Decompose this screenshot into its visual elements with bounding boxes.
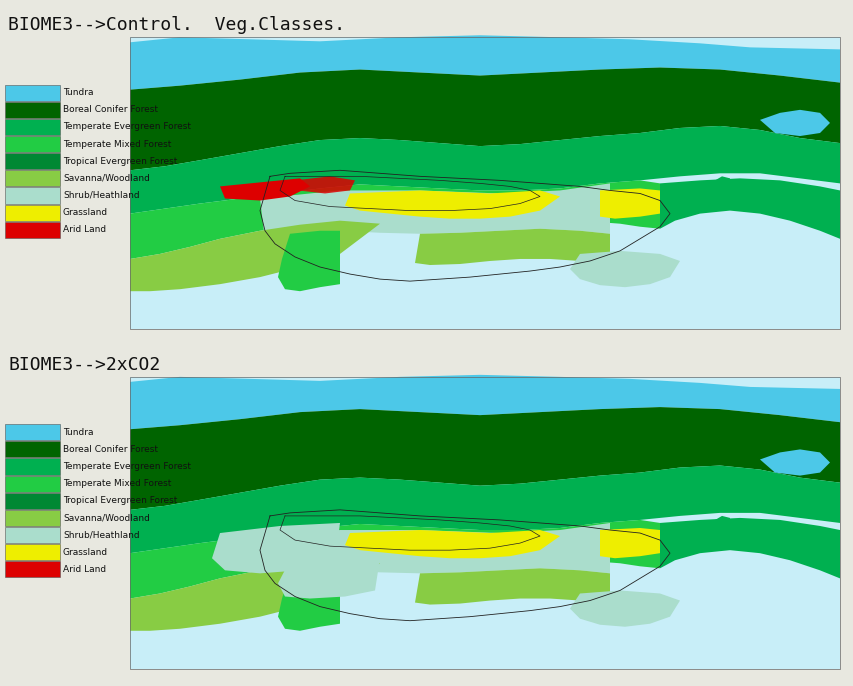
Polygon shape <box>130 375 839 429</box>
Bar <box>5 102 60 118</box>
Bar <box>5 222 60 238</box>
Bar <box>5 153 60 169</box>
Bar <box>5 84 60 101</box>
Text: Shrub/Heathland: Shrub/Heathland <box>63 191 139 200</box>
Text: Tropical Evergreen Forest: Tropical Evergreen Forest <box>63 156 177 166</box>
Polygon shape <box>278 230 339 291</box>
Polygon shape <box>345 530 560 558</box>
Polygon shape <box>415 228 609 265</box>
Polygon shape <box>130 221 380 291</box>
Text: Grassland: Grassland <box>63 547 108 556</box>
Text: Tropical Evergreen Forest: Tropical Evergreen Forest <box>63 496 177 506</box>
Polygon shape <box>659 178 839 239</box>
Bar <box>130 37 839 329</box>
Bar <box>130 377 839 669</box>
Bar <box>5 170 60 187</box>
Bar <box>5 441 60 458</box>
Polygon shape <box>600 528 659 558</box>
Polygon shape <box>709 176 729 211</box>
Bar <box>130 377 839 669</box>
Bar <box>5 136 60 152</box>
Bar <box>5 527 60 543</box>
Text: Arid Land: Arid Land <box>63 565 106 573</box>
Polygon shape <box>759 449 829 475</box>
Bar <box>5 458 60 475</box>
Polygon shape <box>130 180 659 259</box>
Bar <box>5 475 60 492</box>
Text: Savanna/Woodland: Savanna/Woodland <box>63 513 149 523</box>
Text: Tundra: Tundra <box>63 88 93 97</box>
Polygon shape <box>130 560 380 630</box>
Polygon shape <box>259 183 609 241</box>
Text: Shrub/Heathland: Shrub/Heathland <box>63 530 139 540</box>
Polygon shape <box>600 189 659 219</box>
Polygon shape <box>130 35 839 90</box>
Bar <box>5 493 60 509</box>
Text: Temperate Evergreen Forest: Temperate Evergreen Forest <box>63 123 191 132</box>
Polygon shape <box>130 520 659 598</box>
Polygon shape <box>659 518 839 578</box>
Polygon shape <box>709 516 729 550</box>
Polygon shape <box>130 67 839 170</box>
Polygon shape <box>278 556 380 598</box>
Polygon shape <box>569 591 679 627</box>
Polygon shape <box>220 178 310 200</box>
Text: BIOME3-->Control.  Veg.Classes.: BIOME3-->Control. Veg.Classes. <box>8 16 345 34</box>
Bar <box>5 544 60 560</box>
Polygon shape <box>278 570 339 630</box>
Text: Temperate Evergreen Forest: Temperate Evergreen Forest <box>63 462 191 471</box>
Text: Temperate Mixed Forest: Temperate Mixed Forest <box>63 139 171 149</box>
Text: Boreal Conifer Forest: Boreal Conifer Forest <box>63 106 158 115</box>
Bar <box>5 424 60 440</box>
Bar <box>130 37 839 329</box>
Text: BIOME3-->2xCO2: BIOME3-->2xCO2 <box>8 356 160 374</box>
Polygon shape <box>345 191 560 219</box>
Polygon shape <box>130 466 839 553</box>
Text: Grassland: Grassland <box>63 208 108 217</box>
Polygon shape <box>130 126 839 213</box>
Polygon shape <box>130 407 839 510</box>
Polygon shape <box>759 110 829 136</box>
Bar <box>5 510 60 526</box>
Text: Tundra: Tundra <box>63 428 93 437</box>
Text: Temperate Mixed Forest: Temperate Mixed Forest <box>63 479 171 488</box>
Text: Boreal Conifer Forest: Boreal Conifer Forest <box>63 445 158 454</box>
Polygon shape <box>212 523 339 573</box>
Bar <box>5 561 60 578</box>
Polygon shape <box>569 251 679 287</box>
Text: Arid Land: Arid Land <box>63 225 106 234</box>
Bar <box>5 119 60 135</box>
Polygon shape <box>415 568 609 604</box>
Polygon shape <box>259 523 609 580</box>
Bar <box>5 204 60 221</box>
Text: Savanna/Woodland: Savanna/Woodland <box>63 174 149 183</box>
Polygon shape <box>294 176 355 193</box>
Bar <box>5 187 60 204</box>
